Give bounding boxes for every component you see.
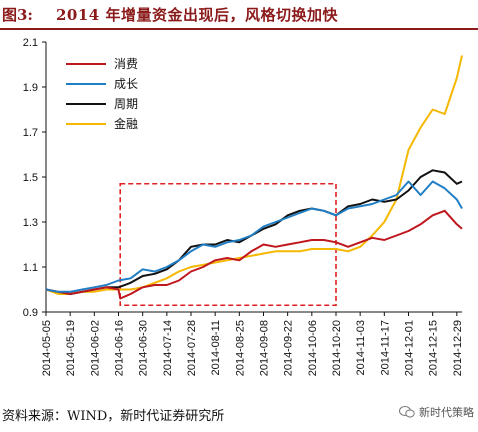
x-tick-label: 2014-11-17 <box>379 320 391 375</box>
title-divider <box>0 28 478 30</box>
x-tick-label: 2014-12-15 <box>428 320 440 376</box>
y-tick-label: 0.9 <box>23 307 38 319</box>
legend-label: 成长 <box>114 77 138 91</box>
x-tick-label: 2014-10-20 <box>331 320 343 376</box>
x-tick-label: 2014-08-25 <box>234 320 246 376</box>
y-tick-label: 2.1 <box>23 37 38 49</box>
x-tick-label: 2014-05-19 <box>65 320 77 376</box>
legend-label: 消费 <box>114 57 138 71</box>
wechat-icon <box>399 406 415 418</box>
x-tick-label: 2014-06-16 <box>113 320 125 376</box>
x-tick-label: 2014-08-11 <box>210 320 222 375</box>
x-tick-label: 2014-09-22 <box>283 320 295 376</box>
watermark-text: 新时代策略 <box>419 406 474 419</box>
highlight-box <box>119 182 337 307</box>
dashed-highlight-rect <box>119 182 337 307</box>
legend-label: 金融 <box>114 116 138 131</box>
x-tick-label: 2014-09-08 <box>258 320 270 376</box>
x-tick-label: 2014-12-29 <box>452 320 464 376</box>
y-tick-label: 1.3 <box>23 217 38 229</box>
chart-series <box>45 55 463 300</box>
y-tick-label: 1.7 <box>23 127 38 139</box>
x-tick-label: 2014-07-14 <box>162 320 174 376</box>
series-line-4 <box>45 55 463 295</box>
x-tick-label: 2014-11-03 <box>355 320 367 375</box>
x-tick-label: 2014-12-01 <box>403 320 415 376</box>
y-tick-label: 1.9 <box>23 82 38 94</box>
figure-title: 2014 年增量资金出现后，风格切换加快 <box>56 6 338 24</box>
figure-header: 图3: 2014 年增量资金出现后，风格切换加快 <box>0 0 478 30</box>
series-line-2 <box>45 180 463 293</box>
chart-axes: 0.9 1.1 1.3 1.5 1.7 1.9 2.1 2014-05-05 2014-05-1… <box>23 37 464 376</box>
source-note: 资料来源：WIND，新时代证券研究所 <box>2 409 225 424</box>
series-line-1 <box>45 209 463 300</box>
figure-label: 图3: <box>2 6 33 24</box>
x-tick-label: 2014-06-30 <box>138 320 150 376</box>
x-tick-label: 2014-10-06 <box>307 320 319 376</box>
watermark: 新时代策略 <box>399 404 474 420</box>
y-tick-label: 1.5 <box>23 172 38 184</box>
x-tick-label: 2014-06-02 <box>89 320 101 376</box>
x-tick-label: 2014-05-05 <box>41 320 53 376</box>
y-tick-label: 1.1 <box>23 262 38 274</box>
line-chart: 0.9 1.1 1.3 1.5 1.7 1.9 2.1 2014-05-05 2014-05-1… <box>23 37 464 376</box>
legend-label: 周期 <box>114 97 138 111</box>
x-tick-label: 2014-07-28 <box>186 320 198 376</box>
